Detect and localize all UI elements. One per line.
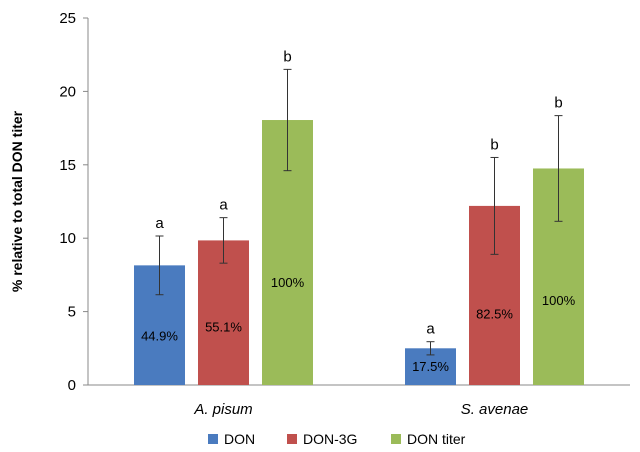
data-label-0-1: 17.5% <box>412 359 449 374</box>
legend-label-2: DON titer <box>407 431 466 447</box>
significance-label-0-1: a <box>426 321 435 338</box>
significance-label-2-0: b <box>283 48 291 65</box>
y-tick-label-20: 20 <box>59 83 76 100</box>
y-tick-label-10: 10 <box>59 230 76 247</box>
significance-label-1-1: b <box>490 136 498 153</box>
bars: a 44.9% a 55.1% b 100% a 17.5% b 82.5% b 100% <box>134 48 584 385</box>
y-tick-label-0: 0 <box>68 377 76 394</box>
legend: DON DON-3G DON titer <box>208 431 466 447</box>
category-labels: A. pisum S. avenae <box>193 401 528 418</box>
y-tick-label-5: 5 <box>68 304 76 321</box>
data-label-0-0: 44.9% <box>141 329 178 344</box>
legend-label-1: DON-3G <box>303 431 357 447</box>
y-axis-label: % relative to total DON titer <box>9 110 25 292</box>
y-axis-ticks: 0 5 10 15 20 25 <box>59 10 88 394</box>
significance-label-0-0: a <box>155 215 164 232</box>
legend-swatch-2 <box>391 434 401 444</box>
legend-swatch-1 <box>287 434 297 444</box>
legend-swatch-0 <box>208 434 218 444</box>
significance-label-1-0: a <box>219 197 228 214</box>
significance-label-2-1: b <box>554 95 562 112</box>
bar-1-0 <box>198 240 249 385</box>
data-label-1-1: 82.5% <box>476 307 513 322</box>
data-label-2-1: 100% <box>542 293 576 308</box>
legend-label-0: DON <box>224 431 255 447</box>
y-tick-label-25: 25 <box>59 10 76 27</box>
category-label-1: S. avenae <box>461 401 529 418</box>
data-label-2-0: 100% <box>271 275 305 290</box>
data-label-1-0: 55.1% <box>205 319 242 334</box>
y-tick-label-15: 15 <box>59 157 76 174</box>
category-label-0: A. pisum <box>193 401 252 418</box>
